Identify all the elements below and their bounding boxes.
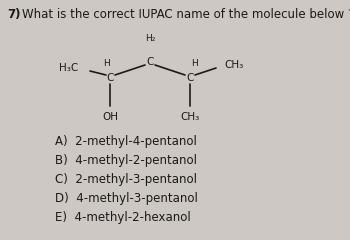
Text: E)  4-methyl-2-hexanol: E) 4-methyl-2-hexanol (55, 211, 191, 224)
Text: H: H (104, 59, 110, 68)
Text: 7): 7) (7, 8, 21, 21)
Text: C: C (186, 73, 194, 83)
Text: A)  2-methyl-4-pentanol: A) 2-methyl-4-pentanol (55, 135, 197, 148)
Text: C: C (106, 73, 114, 83)
Text: C: C (146, 57, 154, 67)
Text: OH: OH (102, 112, 118, 122)
Text: CH₃: CH₃ (180, 112, 199, 122)
Text: H₂: H₂ (145, 34, 155, 43)
Text: B)  4-methyl-2-pentanol: B) 4-methyl-2-pentanol (55, 154, 197, 167)
Text: D)  4-methyl-3-pentanol: D) 4-methyl-3-pentanol (55, 192, 198, 205)
Text: H₃C: H₃C (59, 63, 78, 73)
Text: CH₃: CH₃ (224, 60, 243, 70)
Text: C)  2-methyl-3-pentanol: C) 2-methyl-3-pentanol (55, 173, 197, 186)
Text: What is the correct IUPAC name of the molecule below ?: What is the correct IUPAC name of the mo… (22, 8, 350, 21)
Text: H: H (191, 59, 197, 68)
